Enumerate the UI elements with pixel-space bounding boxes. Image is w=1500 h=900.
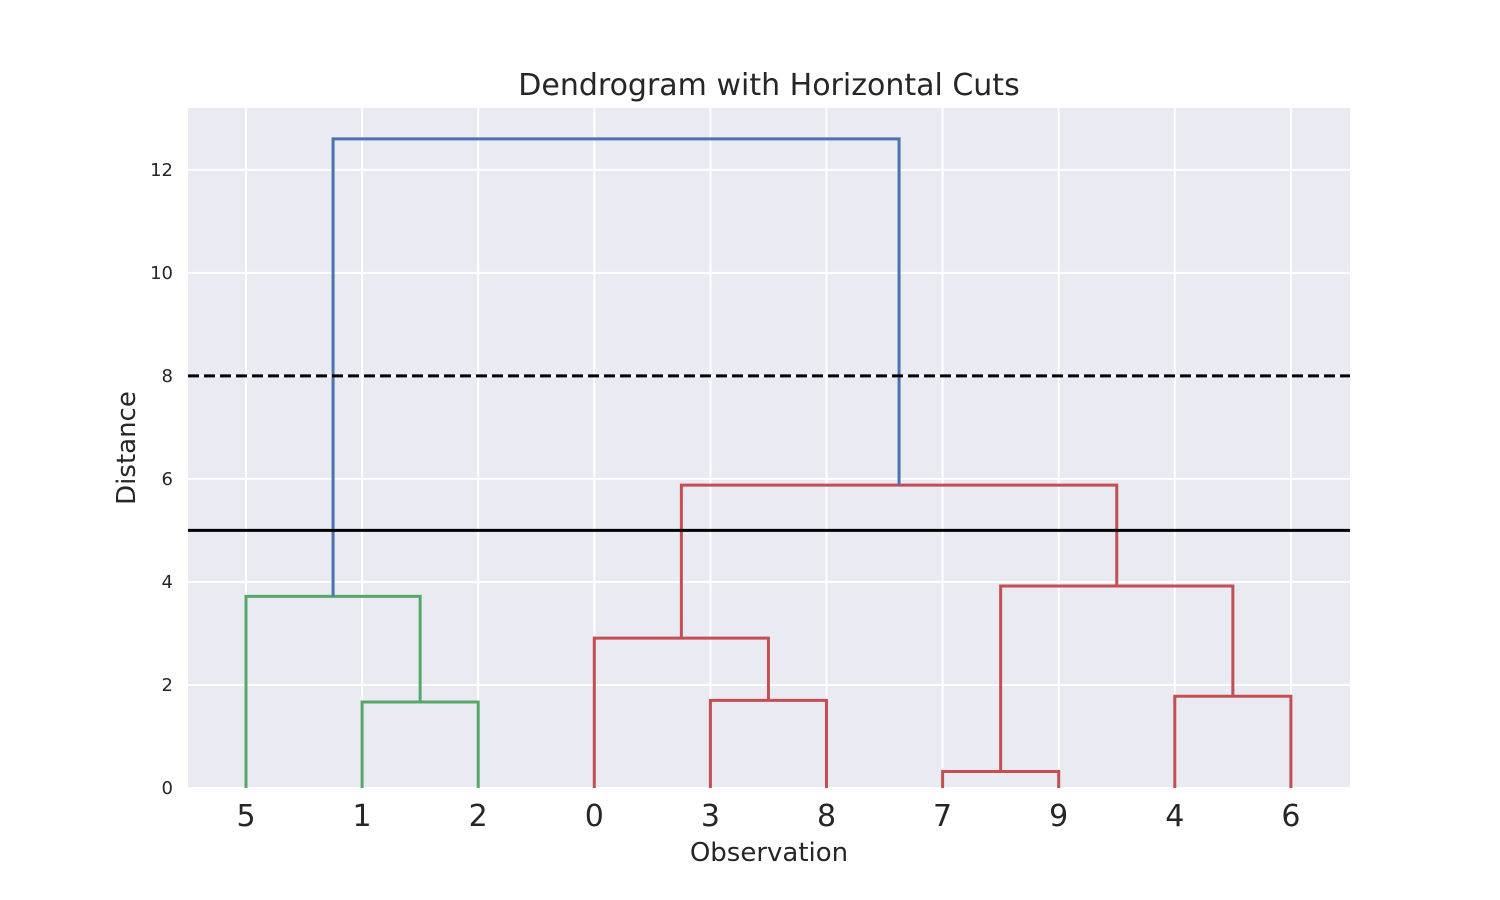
x-tick-label: 0	[585, 799, 604, 834]
x-tick-label: 1	[353, 799, 372, 834]
x-tick-label: 7	[933, 799, 952, 834]
y-axis-ticks: 0 2 4 6 8 10 12	[150, 160, 173, 799]
dendrogram-link	[999, 584, 1235, 772]
cut-lines	[188, 374, 1350, 532]
x-axis-label: Observation	[690, 838, 848, 868]
dendrogram-link	[679, 483, 1119, 639]
x-tick-label: 4	[1165, 799, 1184, 834]
dendrogram-links	[244, 137, 1293, 788]
dendrogram-link	[360, 700, 480, 788]
x-tick-label: 9	[1049, 799, 1068, 834]
x-tick-label: 3	[701, 799, 720, 834]
y-tick-label: 4	[162, 572, 173, 593]
x-tick-label: 2	[469, 799, 488, 834]
dendrogram-link	[592, 636, 770, 788]
y-tick-label: 0	[162, 778, 173, 799]
chart-title: Dendrogram with Horizontal Cuts	[518, 68, 1019, 103]
y-tick-label: 10	[150, 263, 173, 284]
dendrogram-link	[244, 594, 422, 788]
x-axis-ticks: 5 1 2 0 3 8 7 9 4 6	[236, 799, 1300, 834]
y-tick-label: 6	[162, 469, 173, 490]
y-tick-label: 2	[162, 675, 173, 696]
dendrogram-link	[331, 137, 901, 597]
y-tick-label: 12	[150, 160, 173, 181]
y-axis-label: Distance	[112, 391, 142, 505]
x-tick-label: 8	[817, 799, 836, 834]
x-tick-label: 5	[236, 799, 255, 834]
y-tick-label: 8	[162, 366, 173, 387]
x-tick-label: 6	[1281, 799, 1300, 834]
